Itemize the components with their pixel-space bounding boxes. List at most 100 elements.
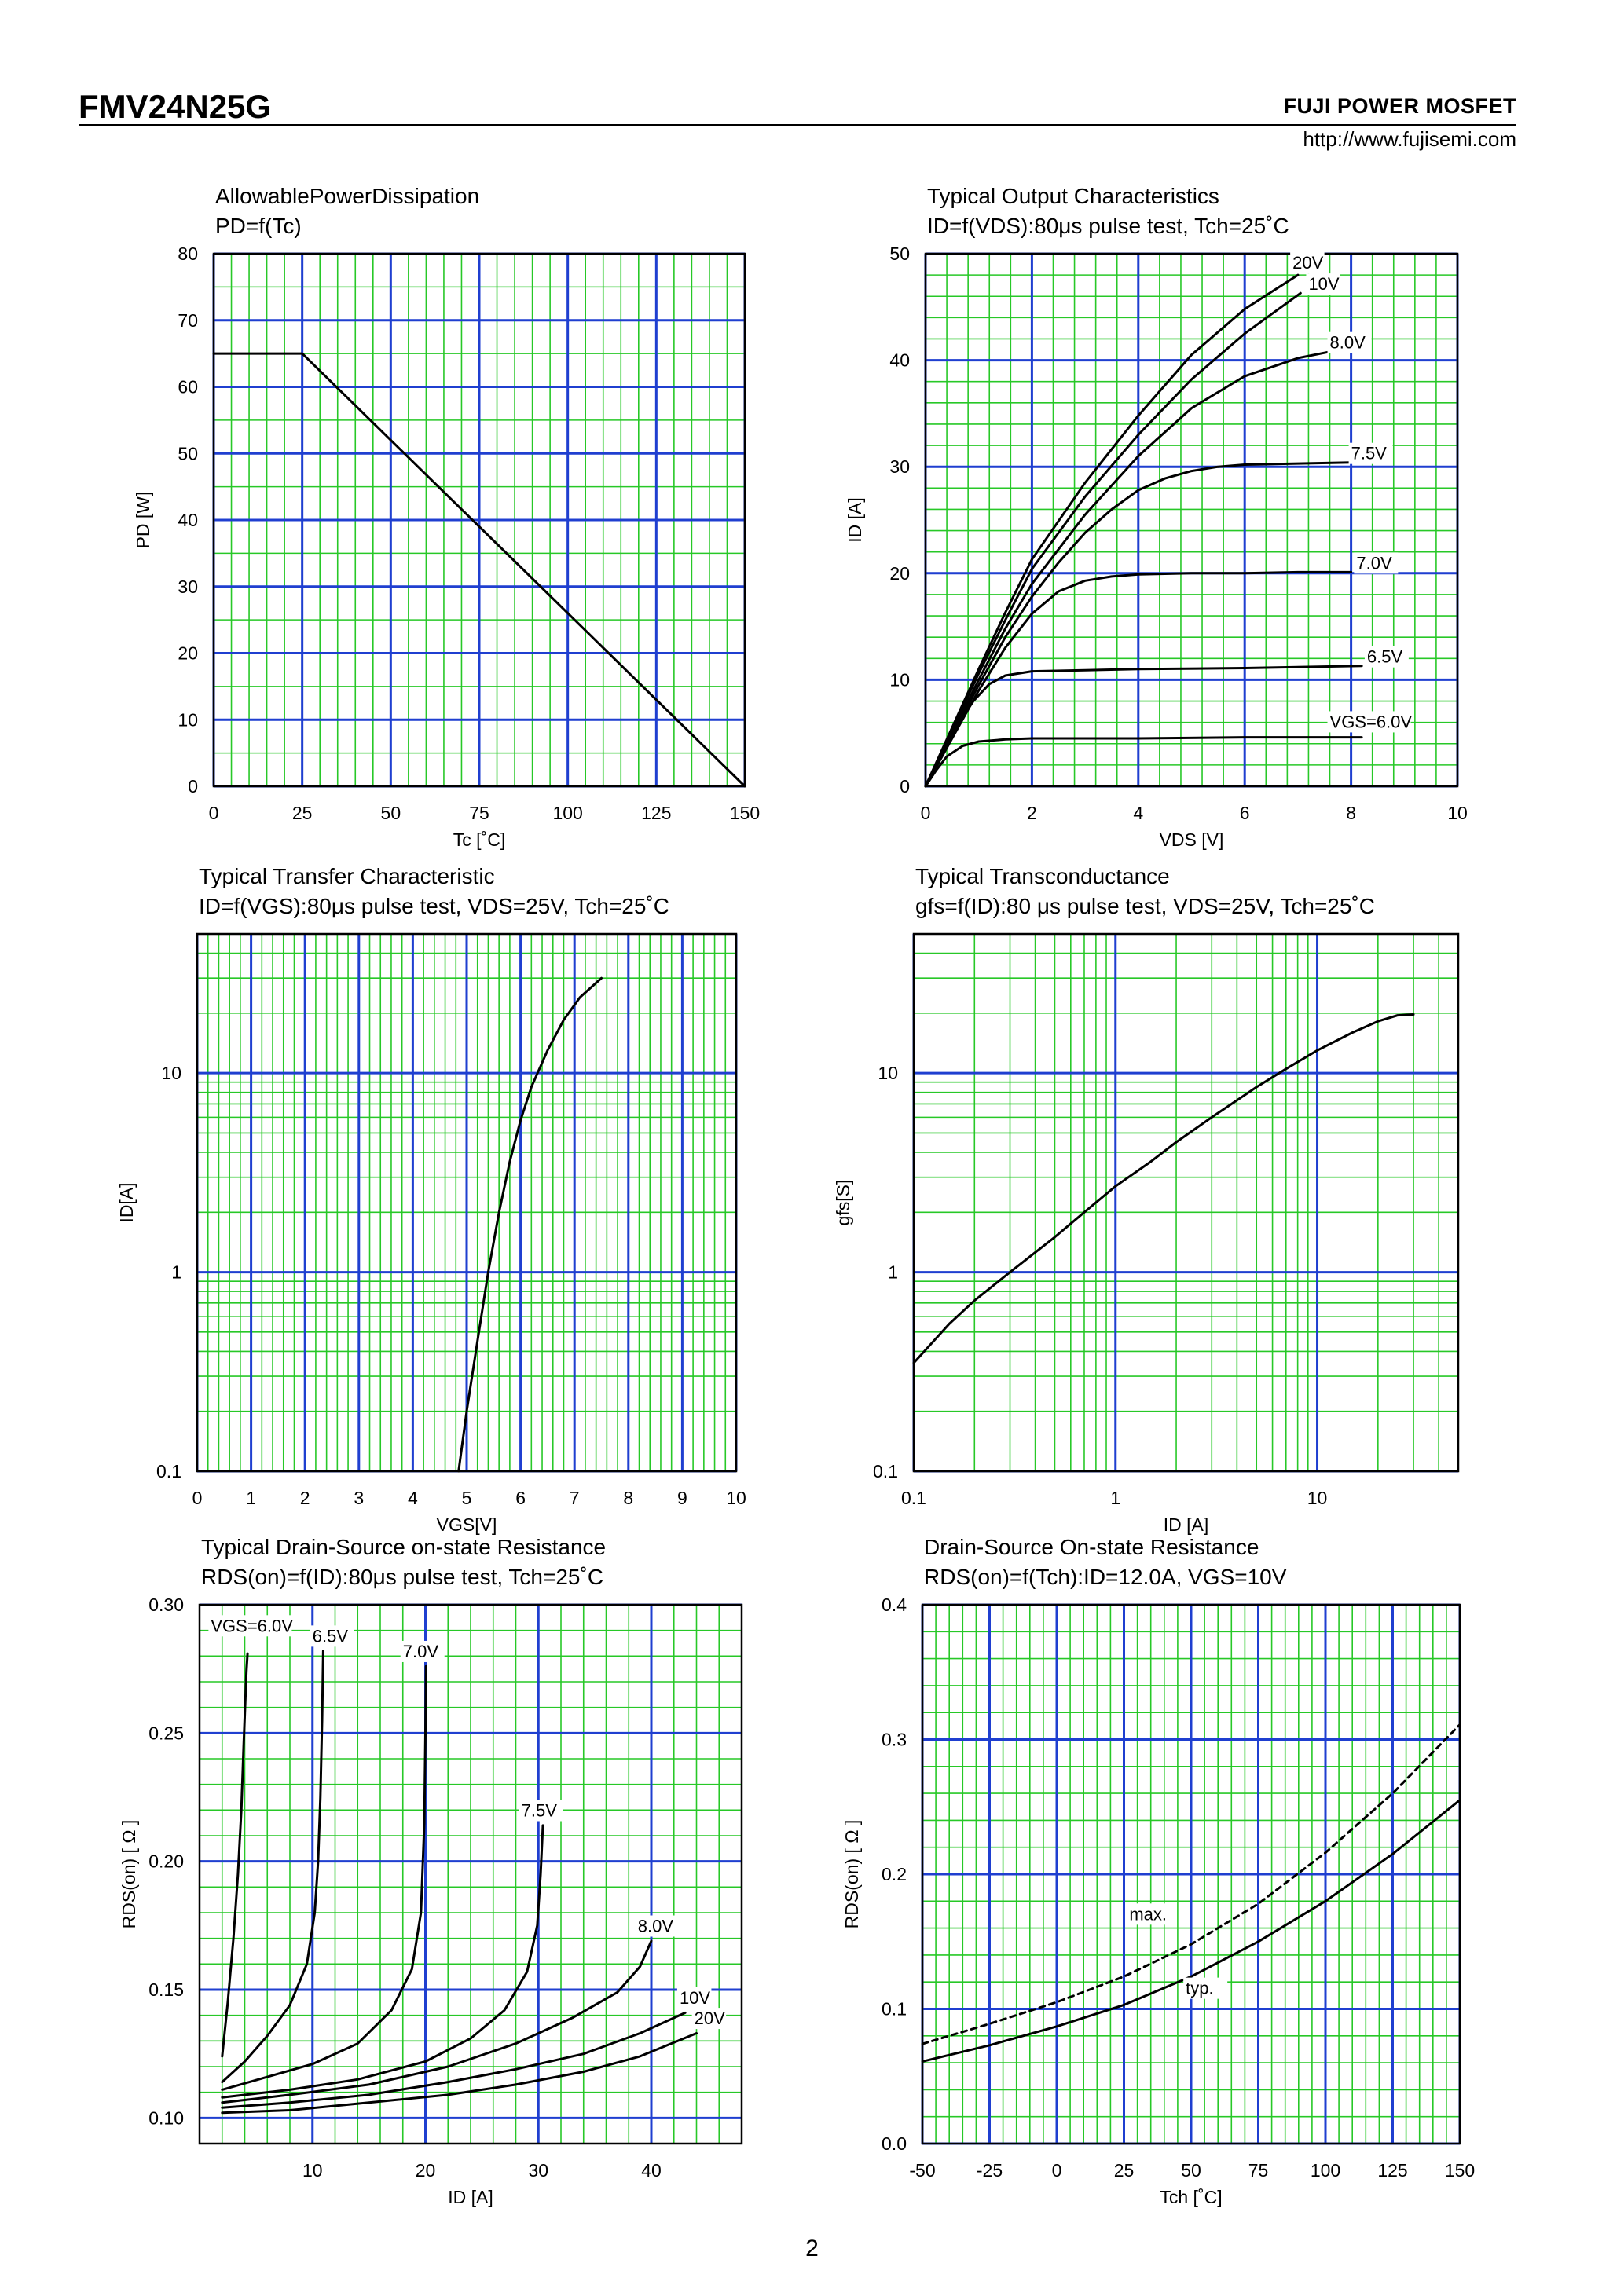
series-line-20v: [924, 273, 1300, 788]
y-tick-label: 70: [178, 310, 198, 331]
series-line-6.5v: [924, 665, 1363, 788]
series-label: max.: [1129, 1904, 1167, 1924]
y-tick-label: 1: [171, 1262, 181, 1283]
x-tick-label: 125: [641, 803, 671, 823]
series-line-10v: [924, 291, 1302, 788]
x-tick-label: 4: [408, 1488, 418, 1508]
x-axis-label: Tc [˚C]: [453, 829, 505, 850]
annotation-bg: [1306, 273, 1340, 295]
header-rule: [79, 124, 1516, 126]
series-line-vgs-6.0v: [924, 736, 1363, 788]
series-line-typ.: [921, 1799, 1461, 2063]
series-label: VGS=6.0V: [211, 1616, 293, 1635]
chart-rds_id: 10 20 30 40 0.10 0.15 0.20 0.25 0.30 Typical Drai…: [119, 1535, 743, 2207]
y-axis-label: ID[A]: [116, 1182, 137, 1222]
plot-frame: [912, 932, 1460, 1473]
chart-title-line: Typical Output Characteristics: [927, 184, 1219, 208]
chart-title-line: RDS(on)=f(Tch):ID=12.0A, VGS=10V: [924, 1565, 1287, 1589]
annotation-bg: [1364, 646, 1409, 668]
x-tick-label: 7: [570, 1488, 580, 1508]
y-tick-label: 10: [161, 1063, 181, 1083]
plot-frame: [198, 1603, 743, 2145]
series-line-8.0v: [924, 350, 1331, 788]
series-label: 6.5V: [313, 1626, 349, 1646]
x-tick-label: 125: [1377, 2160, 1407, 2181]
series-label: 7.0V: [1356, 553, 1392, 573]
y-tick-label: 0.10: [148, 2107, 184, 2128]
series-line-vgs-6.0v: [221, 1652, 249, 2058]
series-label: 8.0V: [638, 1917, 674, 1936]
x-tick-label: 8: [1346, 803, 1356, 823]
series-line: [457, 976, 603, 1473]
x-tick-label: 0: [921, 803, 931, 823]
annotation-bg: [1183, 1977, 1228, 1999]
grid-output: [924, 252, 1459, 788]
y-tick-label: 50: [178, 443, 198, 463]
y-tick-label: 0.2: [882, 1864, 907, 1884]
header-url[interactable]: http://www.fujisemi.com: [1303, 127, 1516, 151]
annotation-bg: [676, 1987, 712, 2009]
x-tick-label: 0.1: [901, 1488, 926, 1508]
series-label: 10V: [680, 1988, 710, 2008]
header-brand: FUJI POWER MOSFET: [1283, 94, 1516, 118]
plot-frame: [921, 1603, 1461, 2145]
chart-title-line: AllowablePowerDissipation: [215, 184, 479, 208]
annotation-bg: [208, 1615, 292, 1637]
series-line-7.5v: [221, 1824, 544, 2099]
x-tick-label: 6: [1240, 803, 1250, 823]
annotation-bg: [400, 1640, 445, 1662]
y-tick-label: 0.0: [882, 2133, 907, 2154]
x-tick-label: 0: [209, 803, 219, 823]
series-label: 7.0V: [403, 1642, 439, 1661]
y-axis-label: ID [A]: [845, 497, 865, 543]
x-tick-label: 10: [726, 1488, 746, 1508]
x-tick-label: 0: [192, 1488, 203, 1508]
y-tick-label: 0.1: [873, 1461, 898, 1481]
y-tick-label: 50: [889, 244, 910, 264]
y-tick-label: 0.1: [156, 1461, 181, 1481]
chart-title-line: RDS(on)=f(ID):80μs pulse test, Tch=25˚C: [201, 1565, 603, 1589]
x-tick-label: 40: [641, 2160, 662, 2181]
x-tick-label: 3: [354, 1488, 364, 1508]
x-axis-label: ID [A]: [1164, 1514, 1209, 1535]
chart-title-line: PD=f(Tc): [215, 214, 302, 238]
series-label: 10V: [1308, 274, 1339, 294]
x-tick-label: 25: [1114, 2160, 1135, 2181]
series-label: 6.5V: [1367, 647, 1403, 667]
annotation-bg: [1348, 442, 1393, 464]
x-tick-label: 0: [1052, 2160, 1062, 2181]
chart-title-line: ID=f(VGS):80μs pulse test, VDS=25V, Tch=…: [199, 894, 669, 918]
y-tick-label: 0.4: [882, 1595, 907, 1615]
y-tick-label: 20: [178, 643, 198, 664]
y-tick-label: 1: [888, 1262, 898, 1283]
y-tick-label: 0.20: [148, 1851, 184, 1872]
series-line: [212, 352, 746, 788]
x-tick-label: 50: [381, 803, 401, 823]
y-tick-label: 40: [889, 350, 910, 371]
annotation-bg: [310, 1625, 354, 1647]
y-tick-label: 10: [878, 1063, 898, 1083]
grid-gfs: [912, 933, 1459, 1473]
grid-rds_tch: [921, 1603, 1461, 2145]
y-tick-label: 10: [889, 669, 910, 690]
x-axis-label: Tch [˚C]: [1160, 2187, 1222, 2207]
x-tick-label: 4: [1133, 803, 1143, 823]
y-tick-label: 30: [889, 456, 910, 477]
y-axis-label: RDS(on) [ Ω ]: [841, 1820, 862, 1929]
series-line-20v: [221, 2032, 698, 2115]
x-tick-label: 10: [1307, 1488, 1328, 1508]
x-tick-label: 10: [302, 2160, 323, 2181]
y-tick-label: 0.15: [148, 1979, 184, 2000]
grid-pd: [212, 252, 746, 788]
x-tick-label: -25: [977, 2160, 1003, 2181]
x-tick-label: 75: [469, 803, 489, 823]
series-line: [912, 1013, 1415, 1364]
grid-rds_id: [199, 1603, 742, 2144]
x-tick-label: 5: [462, 1488, 472, 1508]
series-label: 20V: [695, 2009, 725, 2028]
annotation-bg: [1354, 552, 1399, 574]
chart-title-line: Typical Transconductance: [915, 864, 1170, 888]
y-tick-label: 0.1: [882, 1999, 907, 2020]
x-axis-label: VDS [V]: [1160, 829, 1224, 850]
chart-title-line: gfs=f(ID):80 μs pulse test, VDS=25V, Tch…: [915, 894, 1375, 918]
